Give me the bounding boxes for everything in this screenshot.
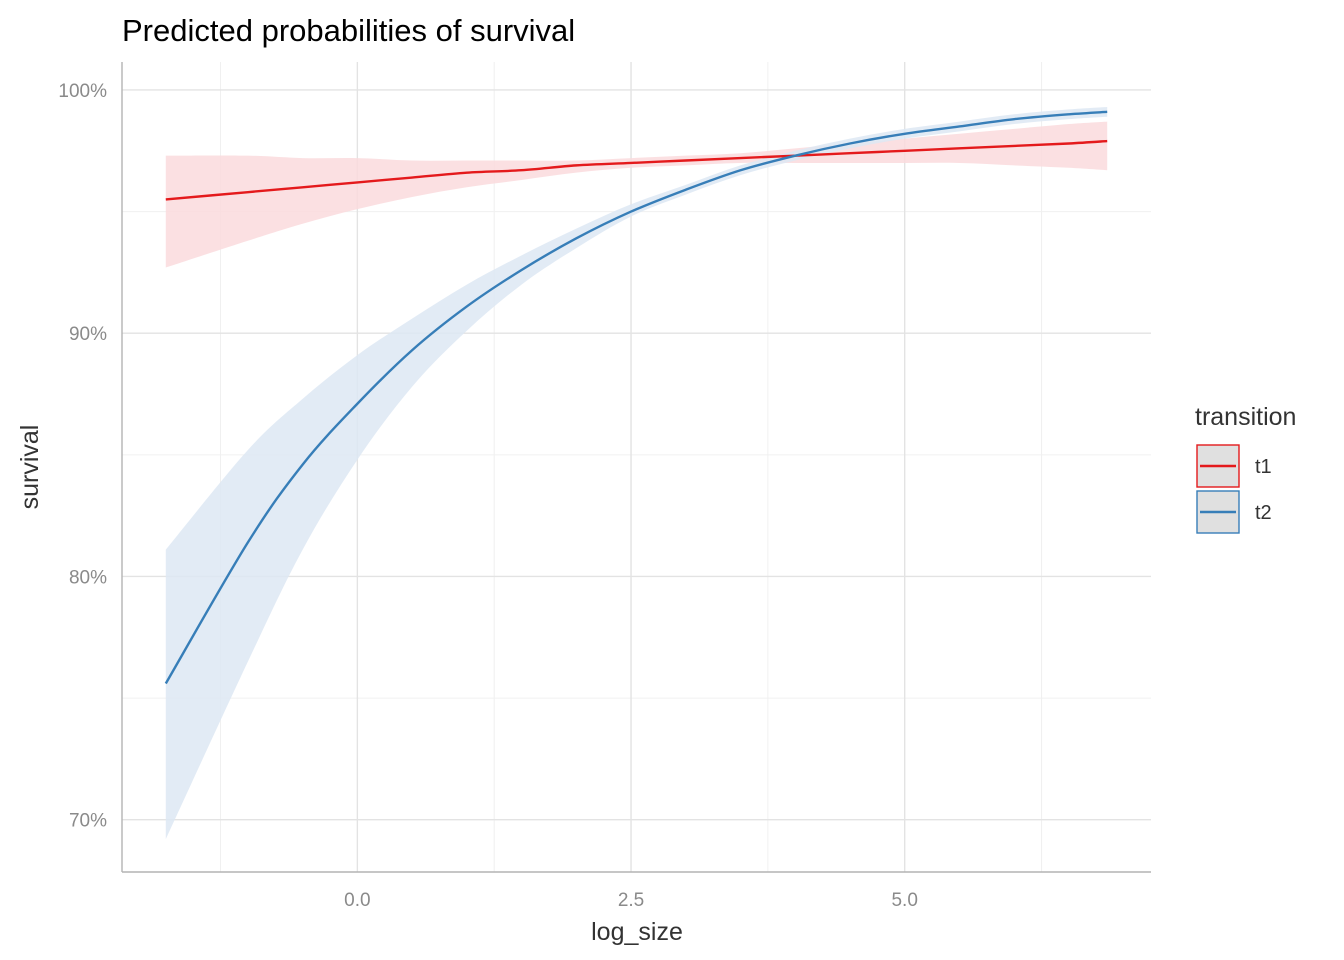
x-axis-title: log_size — [591, 918, 683, 946]
x-tick-label-2: 5.0 — [891, 890, 917, 911]
chart-title: Predicted probabilities of survival — [122, 13, 575, 48]
y-tick-labels: 70% 80% 90% 100% — [58, 81, 107, 832]
y-tick-label-3: 100% — [58, 81, 107, 102]
line-t1 — [165, 139, 1108, 201]
x-tick-label-0: 0.0 — [344, 890, 370, 911]
y-tick-label-0: 70% — [69, 811, 107, 832]
band-t1 — [165, 121, 1108, 268]
legend-label-t1: t1 — [1255, 456, 1272, 478]
legend-label-t2: t2 — [1255, 502, 1272, 524]
legend: transition t1 t2 — [1195, 403, 1296, 534]
major-gridlines — [122, 62, 1151, 872]
y-tick-label-1: 80% — [69, 567, 107, 588]
confidence-bands — [165, 107, 1108, 840]
series-lines — [164, 110, 1108, 685]
y-axis-title: survival — [16, 425, 44, 510]
x-tick-label-1: 2.5 — [618, 890, 644, 911]
line-t2 — [164, 110, 1108, 685]
legend-title: transition — [1195, 403, 1296, 431]
y-tick-label-2: 90% — [69, 324, 107, 345]
x-tick-labels: 0.0 2.5 5.0 — [344, 890, 918, 911]
